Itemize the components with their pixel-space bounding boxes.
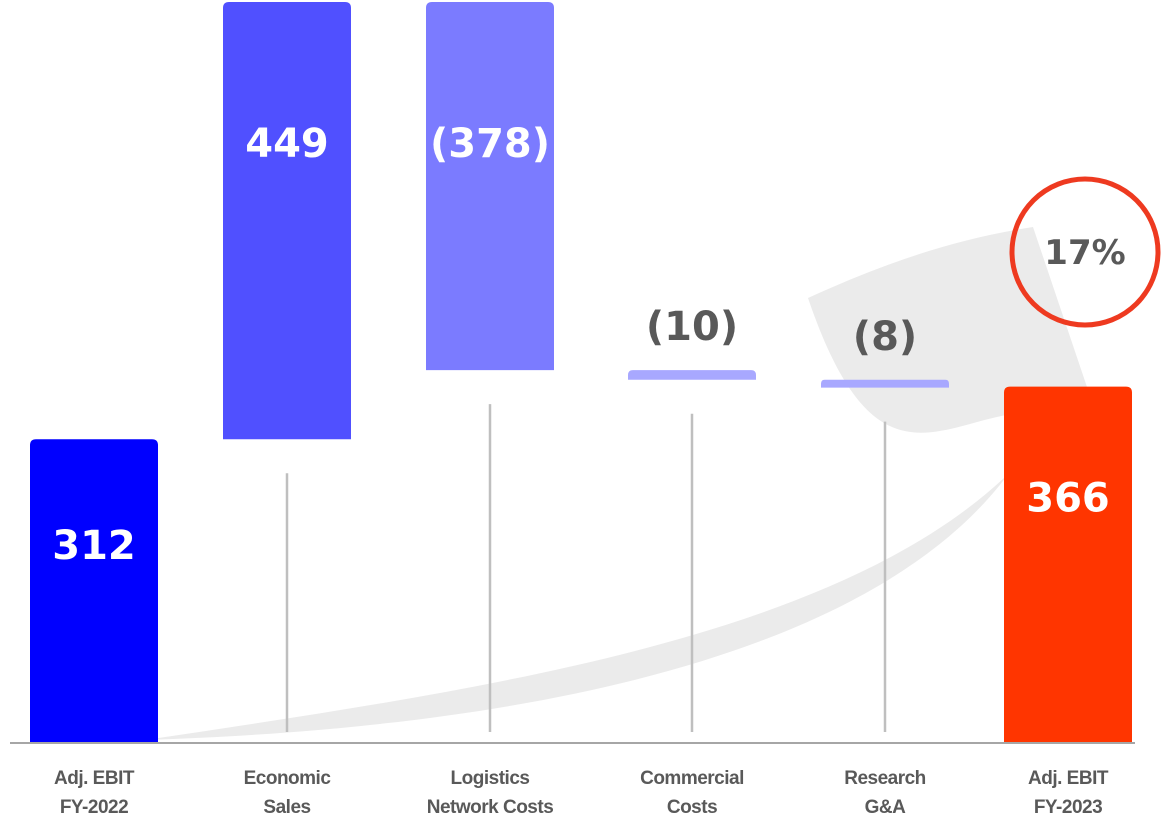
category-label: Network Costs	[427, 797, 554, 818]
bar	[223, 2, 351, 440]
bar-value-label: 312	[52, 523, 136, 569]
bar-value-label: 366	[1026, 476, 1110, 522]
category-label: Logistics	[451, 768, 530, 789]
category-label: Adj. EBIT	[1028, 768, 1109, 789]
growth-badge-label: 17%	[1044, 233, 1125, 273]
category-label: G&A	[865, 797, 907, 818]
bar-value-label: (8)	[853, 314, 917, 360]
category-label: Economic	[244, 768, 332, 789]
highlight-circle	[1009, 176, 1161, 328]
category-label: Adj. EBIT	[54, 768, 135, 789]
bar	[628, 370, 756, 380]
bar	[426, 2, 554, 371]
category-label: Sales	[263, 797, 310, 818]
bar-value-label: (378)	[430, 121, 550, 167]
category-label: Commercial	[640, 768, 744, 789]
category-label: FY-2023	[1034, 797, 1102, 818]
bar	[821, 379, 949, 388]
category-label: FY-2022	[60, 797, 128, 818]
category-label: Costs	[667, 797, 717, 818]
bar	[1004, 386, 1132, 743]
growth-arrow-shape	[145, 227, 1087, 740]
bar-value-label: 449	[245, 121, 329, 167]
bar	[30, 439, 158, 743]
category-label: Research	[844, 768, 926, 789]
bar-value-label: (10)	[646, 304, 738, 350]
